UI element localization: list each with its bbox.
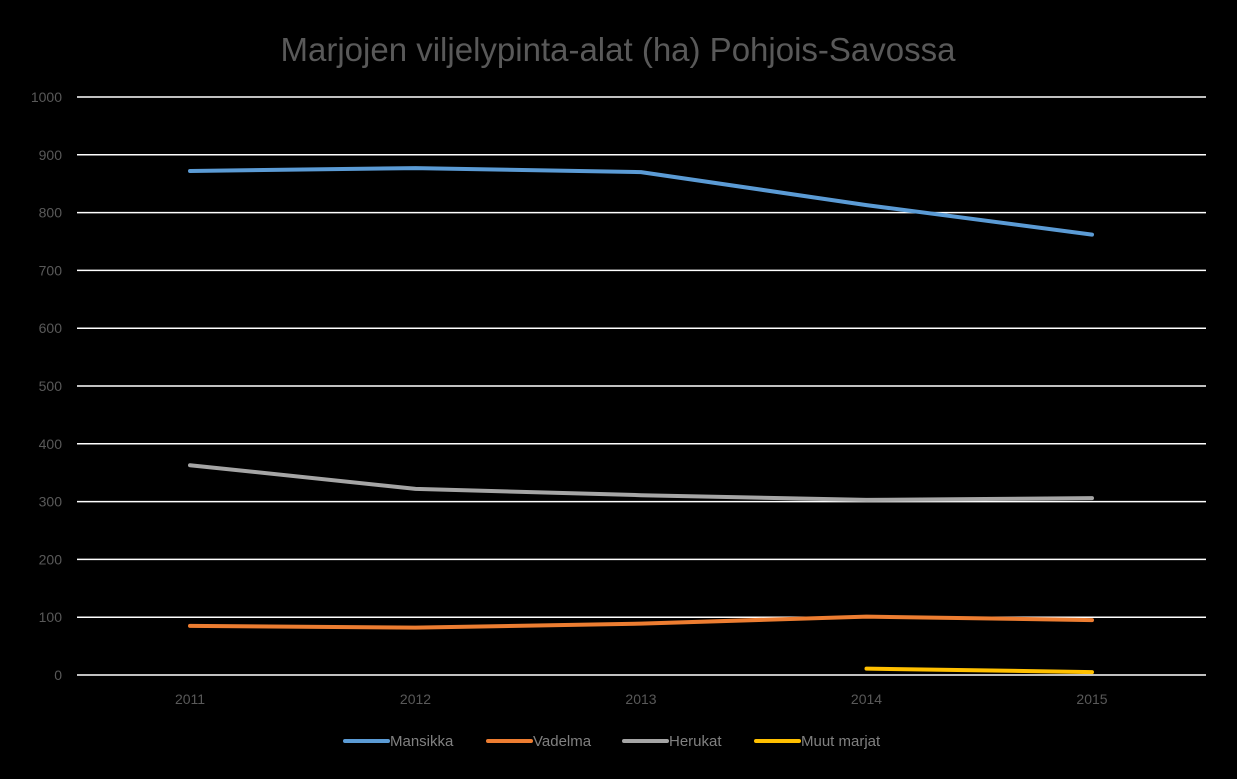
y-tick-label: 700 [39,262,63,278]
x-axis-tick-labels: 2011 2012 2013 2014 2015 [175,691,1108,707]
series-lines [188,166,1094,675]
y-tick-label: 600 [39,320,63,336]
y-tick-label: 200 [39,551,63,567]
legend-label: Mansikka [390,733,454,750]
y-axis-tick-labels: 0 100 200 300 400 500 600 700 800 900 1000 [31,89,62,683]
chart-title: Marjojen viljelypinta-alat (ha) Pohjois-… [281,31,957,68]
x-tick-label: 2015 [1076,691,1107,707]
x-tick-label: 2014 [851,691,882,707]
series-line-muut-marjat [864,666,1094,675]
legend-label: Muut marjat [801,733,881,750]
legend: Mansikka Vadelma Herukat Muut marjat [343,733,881,750]
y-tick-label: 0 [54,667,62,683]
gridlines [77,96,1206,676]
y-tick-label: 1000 [31,89,62,105]
legend-label: Herukat [669,733,722,750]
x-tick-label: 2013 [625,691,656,707]
y-tick-label: 500 [39,378,63,394]
y-tick-label: 100 [39,609,63,625]
series-line-mansikka [188,166,1094,237]
y-tick-label: 400 [39,436,63,452]
x-tick-label: 2012 [400,691,431,707]
y-tick-label: 300 [39,494,63,510]
series-line-vadelma [188,614,1094,630]
legend-label: Vadelma [533,733,592,750]
y-tick-label: 900 [39,147,63,163]
y-tick-label: 800 [39,205,63,221]
x-tick-label: 2011 [175,691,205,707]
series-line-herukat [188,463,1094,502]
